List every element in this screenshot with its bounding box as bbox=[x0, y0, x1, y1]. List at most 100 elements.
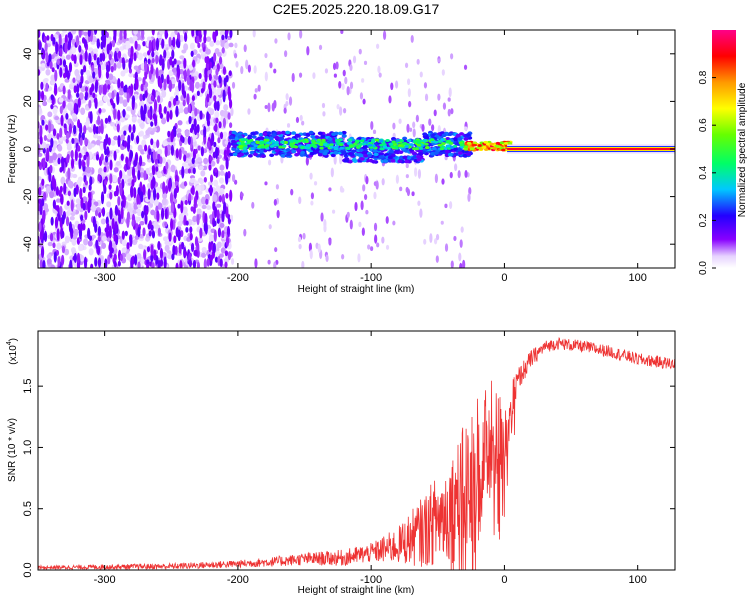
spectrogram-cell bbox=[76, 83, 80, 94]
spectrogram-cell bbox=[214, 256, 219, 263]
spectrogram-cell bbox=[82, 65, 87, 73]
spectrogram-cell bbox=[92, 71, 96, 79]
spectrogram-cell bbox=[209, 174, 214, 183]
spectrogram-cell bbox=[501, 148, 506, 152]
spectrogram-cell bbox=[142, 40, 146, 47]
spectrogram-cell bbox=[88, 99, 92, 109]
spectrogram-cell bbox=[289, 140, 294, 144]
spectrogram-cell bbox=[63, 123, 67, 129]
spectrogram-cell bbox=[349, 64, 353, 72]
spectrogram-cell bbox=[393, 145, 399, 149]
spectrogram-cell bbox=[81, 132, 85, 141]
spectrogram-cell bbox=[232, 152, 238, 157]
spectrogram-cell bbox=[43, 78, 49, 83]
spectrogram-cell bbox=[112, 175, 118, 183]
spectrogram-cell bbox=[203, 35, 207, 44]
spectrogram-cell bbox=[176, 66, 181, 79]
spectrogram-cell bbox=[444, 149, 450, 154]
spectrogram-cell bbox=[467, 193, 471, 202]
spectrogram-cell bbox=[100, 123, 104, 135]
spectrogram-cell bbox=[260, 145, 265, 149]
x-tick-label: -100 bbox=[360, 574, 382, 586]
spectrogram-cell bbox=[100, 218, 106, 225]
spectrogram-cell bbox=[373, 191, 377, 200]
spectrogram-cell bbox=[264, 104, 268, 109]
spectrogram-cell bbox=[64, 41, 68, 54]
spectrogram-cell bbox=[192, 133, 198, 139]
spectrogram-cell bbox=[365, 175, 369, 185]
spectrogram-cell bbox=[285, 148, 291, 152]
spectrogram-cell bbox=[159, 156, 163, 165]
spectrogram-cell bbox=[42, 148, 46, 154]
spectrogram-cell bbox=[113, 30, 117, 40]
spectrogram-cell bbox=[104, 179, 108, 186]
spectrogram-cell bbox=[272, 143, 278, 147]
spectrogram-cell bbox=[379, 152, 385, 156]
spectrogram-cell bbox=[397, 144, 402, 148]
spectrogram-cell bbox=[130, 131, 134, 142]
spectrogram-cell bbox=[205, 48, 211, 55]
spectrogram-cell bbox=[380, 147, 385, 151]
spectrogram-cell bbox=[67, 102, 73, 111]
spectrogram-cell bbox=[351, 157, 357, 162]
spectrogram-cell bbox=[70, 149, 74, 160]
spectrogram-cell bbox=[66, 155, 70, 164]
spectrogram-cell bbox=[48, 120, 52, 134]
spectrogram-cell bbox=[266, 131, 272, 136]
spectrogram-cell bbox=[71, 237, 77, 246]
spectrogram-cell bbox=[62, 59, 67, 68]
spectrogram-cell bbox=[127, 178, 133, 184]
spectrogram-cell bbox=[344, 76, 348, 85]
spectrogram-cell bbox=[301, 260, 305, 268]
spectrogram-cell bbox=[294, 140, 300, 144]
spectrogram-cell bbox=[175, 95, 179, 102]
spectrogram-cell bbox=[150, 121, 154, 127]
spectrogram-cell bbox=[212, 194, 218, 203]
spectrogram-cell bbox=[79, 222, 84, 232]
spectrogram-cell bbox=[83, 124, 87, 135]
spectrogram-cell bbox=[373, 222, 378, 232]
spectrogram-cell bbox=[216, 203, 222, 208]
spectrogram-cell bbox=[185, 153, 191, 158]
spectrogram-cell bbox=[161, 198, 167, 206]
spectrogram-cell bbox=[146, 259, 150, 265]
spectrogram-cell bbox=[79, 54, 83, 65]
spectrogram-cell bbox=[341, 83, 345, 91]
spectrogram-cell bbox=[395, 138, 401, 142]
spectrogram-cell bbox=[45, 185, 51, 193]
spectrogram-cell bbox=[45, 124, 49, 131]
spectrogram-cell bbox=[434, 140, 439, 144]
spectrogram-cell bbox=[191, 95, 195, 102]
spectrogram-cell bbox=[97, 173, 101, 182]
spectrogram-cell bbox=[296, 148, 302, 153]
spectrogram-cell bbox=[146, 98, 152, 103]
spectrogram-cell bbox=[187, 168, 192, 174]
spectrogram-cell bbox=[38, 176, 42, 181]
spectrogram-cell bbox=[178, 148, 182, 161]
spectrogram-cell bbox=[41, 50, 46, 60]
spectrogram-cell bbox=[144, 213, 148, 225]
spectrogram-cell bbox=[378, 155, 384, 159]
spectrogram-cell bbox=[221, 34, 225, 41]
spectrogram-cell bbox=[280, 154, 286, 158]
spectrogram-cell bbox=[196, 35, 200, 44]
spectrogram-cell bbox=[177, 221, 183, 227]
spectrogram-cell bbox=[126, 92, 130, 103]
spectrogram-cell bbox=[333, 151, 339, 155]
spectrogram-cell bbox=[39, 135, 43, 145]
spectrogram-cell bbox=[434, 173, 438, 184]
spectrogram-cell bbox=[89, 110, 93, 124]
spectrogram-cell bbox=[155, 54, 159, 65]
spectrogram-cell bbox=[88, 47, 94, 52]
spectrogram-cell bbox=[178, 213, 184, 222]
spectrogram-cell bbox=[72, 77, 76, 84]
spectrogram-cell bbox=[153, 51, 159, 57]
spectrogram-cell bbox=[182, 207, 188, 214]
spectrogram-cell bbox=[78, 157, 82, 170]
spectrogram-cell bbox=[71, 30, 77, 35]
spectrogram-cell bbox=[168, 79, 173, 92]
spectrogram-cell bbox=[45, 82, 49, 92]
spectrogram-cell bbox=[130, 185, 134, 198]
spectrogram-cell bbox=[100, 153, 104, 161]
spectrogram-cell bbox=[180, 200, 184, 214]
